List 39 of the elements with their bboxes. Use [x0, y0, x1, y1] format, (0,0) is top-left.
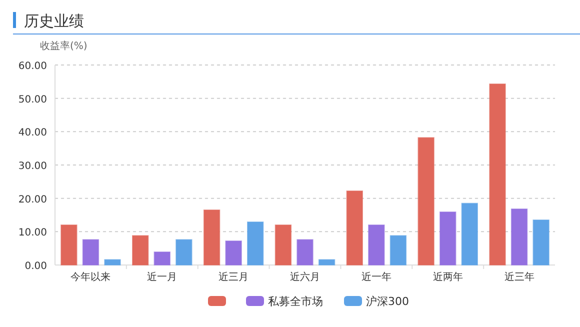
chart-title: 历史业绩 [24, 12, 84, 30]
x-tick-label: 近一月 [147, 271, 178, 283]
bar [104, 259, 121, 266]
bar [368, 224, 385, 266]
x-tick-label: 近一年 [361, 271, 392, 283]
y-tick-label: 60.00 [18, 61, 47, 72]
bar [296, 239, 314, 266]
legend-label: 沪深300 [366, 295, 409, 308]
y-tick-label: 30.00 [18, 161, 47, 172]
bar [82, 239, 100, 266]
bar [60, 224, 78, 266]
y-axis-title: 收益率(%) [40, 40, 88, 52]
bar [346, 190, 363, 266]
y-tick-label: 50.00 [18, 94, 47, 106]
bar [440, 212, 456, 266]
x-tick-label: 今年以来 [70, 271, 111, 283]
x-tick-label: 近三月 [218, 271, 249, 283]
bar [176, 239, 192, 266]
bar [461, 202, 478, 266]
y-tick-label: 20.00 [18, 194, 47, 206]
bar [532, 220, 550, 266]
bar [418, 137, 434, 266]
bar [489, 84, 506, 266]
y-tick-label: 0.00 [24, 261, 47, 272]
bar [274, 224, 292, 266]
legend-label: 私募全市场 [268, 295, 323, 308]
y-tick-label: 10.00 [18, 228, 47, 239]
bar [247, 222, 264, 266]
y-tick-label: 40.00 [18, 128, 47, 139]
bar [154, 252, 170, 266]
bar [132, 235, 149, 266]
x-tick-label: 近两年 [432, 271, 463, 283]
bar [390, 235, 407, 266]
bar [225, 240, 242, 266]
bar [510, 208, 528, 266]
bar [203, 210, 220, 266]
x-tick-label: 近三年 [504, 271, 534, 283]
x-tick-label: 近六月 [290, 271, 320, 283]
bar [318, 259, 336, 266]
